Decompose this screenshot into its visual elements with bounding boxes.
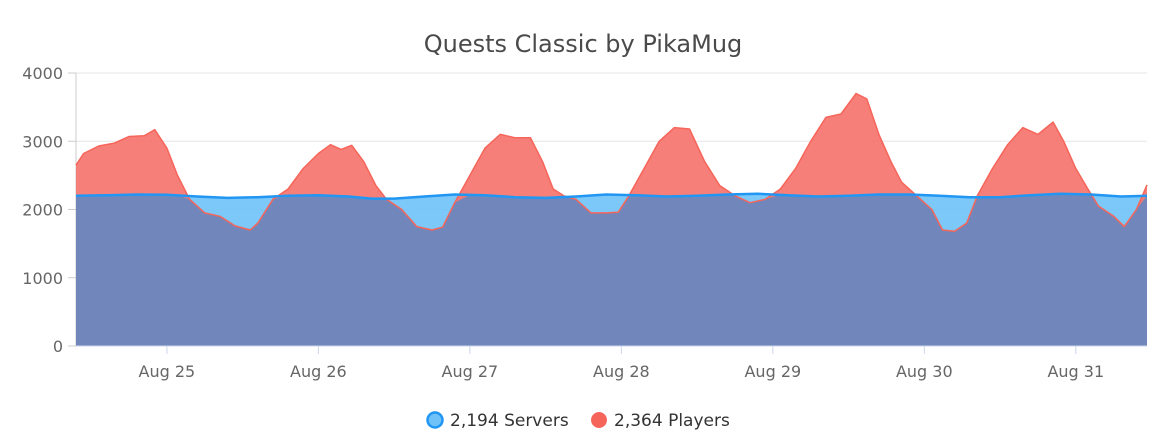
plot-area [75, 92, 1148, 346]
y-tick-label: 0 [53, 337, 63, 356]
y-axis: 0 1000 2000 3000 4000 [22, 64, 77, 356]
x-tick-label: Aug 25 [139, 362, 196, 381]
x-tick-label: Aug 27 [442, 362, 499, 381]
x-tick-label: Aug 28 [593, 362, 650, 381]
y-tick-label: 2000 [22, 201, 63, 220]
line-players[interactable] [75, 92, 1148, 233]
area-overlap [76, 193, 1147, 346]
legend-marker-servers[interactable] [426, 411, 444, 429]
y-tick-label: 1000 [22, 269, 63, 288]
line-servers[interactable] [75, 192, 1148, 200]
legend-marker-players[interactable] [591, 412, 607, 428]
x-tick-label: Aug 30 [896, 362, 953, 381]
legend-label-players[interactable]: 2,364 Players [614, 411, 730, 431]
y-tick-label: 3000 [22, 132, 63, 151]
legend: 2,194 Servers 2,364 Players [426, 411, 730, 431]
x-tick-label: Aug 29 [744, 362, 801, 381]
legend-label-servers[interactable]: 2,194 Servers [450, 411, 569, 431]
chart-title: Quests Classic by PikaMug [424, 30, 743, 58]
x-tick-label: Aug 26 [290, 362, 347, 381]
y-tick-label: 4000 [22, 64, 63, 83]
x-tick-label: Aug 31 [1047, 362, 1104, 381]
x-axis: Aug 25 Aug 26 Aug 27 Aug 28 Aug 29 Aug 30 Aug … [76, 345, 1147, 381]
